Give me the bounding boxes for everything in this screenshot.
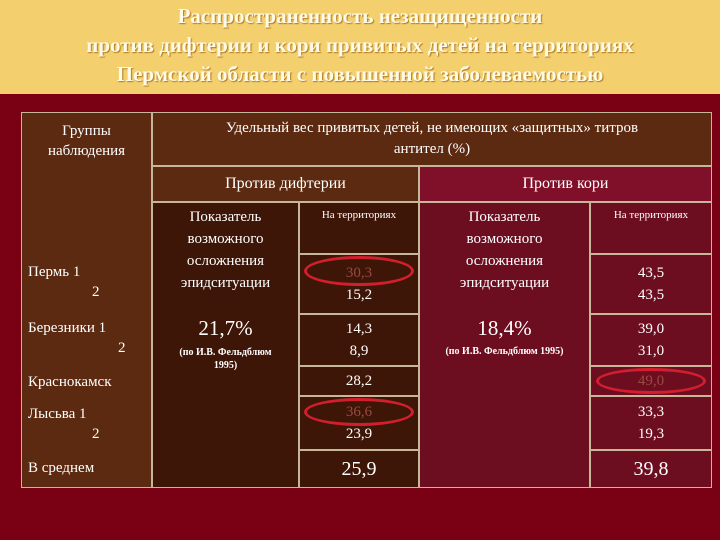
measles-territories-header: На территориях [590,202,712,254]
groups-header-line-2: наблюдения [47,143,126,159]
row-label-perm-line-1: Пермь 1 [28,264,81,280]
diphtheria-indicator-column [152,202,299,488]
share-header-line-2: антител (%) [393,141,471,157]
measles-indicator-value: 18,4% [477,316,532,340]
row-label-average-line-1: В среднем [28,460,95,476]
row-label-krasnokamsk-line-1: Краснокамск [28,374,112,390]
perm-measles-2: 43,5 [637,287,665,303]
slide-title: Распространенность незащищенности против… [0,2,720,89]
diphtheria-header: Против дифтерии [152,166,419,202]
table-row-berezniki-diphtheria: 14,3 8,9 [299,314,419,366]
indicator-line-3: осложнения [186,253,265,269]
measles-indicator-column [419,202,590,488]
indicator-line-4: эпидситуации [180,275,271,291]
berezniki-diphtheria-2: 8,9 [349,343,369,359]
row-label-lysva: Лысьва 1 2 [28,404,148,444]
title-line-1: Распространенность незащищенности [177,4,543,28]
diphtheria-indicator-source: (по И.В. Фельдблюм 1995) [152,346,299,372]
highlight-ellipse-krasnokamsk-measles [596,368,706,394]
lysva-diphtheria-2: 23,9 [345,426,373,442]
measles-indicator-label: Показатель возможного осложнения эпидсит… [419,206,590,294]
diphtheria-territories-label: На территориях [321,209,397,221]
measles-indicator-source: (по И.В. Фельдблюм 1995) [445,346,564,357]
row-label-berezniki: Березники 1 2 [28,318,150,358]
highlight-ellipse-lysva-diphtheria [304,398,414,426]
title-band [0,0,720,94]
perm-measles-1: 43,5 [637,265,665,281]
title-line-2: против дифтерии и кори привитых детей на… [86,33,634,57]
krasnokamsk-diphtheria-1: 28,2 [345,372,373,389]
diphtheria-territories-header: На территориях [299,202,419,254]
share-header-line-1: Удельный вес привитых детей, не имеющих … [225,120,639,136]
table-row-average-measles: 39,8 [590,450,712,488]
share-header: Удельный вес привитых детей, не имеющих … [152,112,712,166]
table-row-average-diphtheria: 25,9 [299,450,419,488]
indicator-line-3: осложнения [465,253,544,269]
diphtheria-header-label: Против дифтерии [225,175,346,192]
groups-header-line-1: Группы [62,123,111,139]
lysva-measles-1: 33,3 [637,404,665,420]
table-row-krasnokamsk-diphtheria: 28,2 [299,366,419,396]
diphtheria-indicator-label: Показатель возможного осложнения эпидсит… [152,206,299,294]
table-row-lysva-measles: 33,3 19,3 [590,396,712,450]
indicator-line-1: Показатель [468,209,541,225]
diphtheria-source-line-2: 1995) [213,360,238,371]
row-label-berezniki-line-2: 2 [118,340,126,356]
row-label-lysva-line-1: Лысьва 1 [28,406,87,422]
indicator-line-2: возможного [187,231,264,247]
measles-header: Против кори [419,166,712,202]
berezniki-measles-2: 31,0 [637,343,665,359]
indicator-line-2: возможного [466,231,543,247]
perm-diphtheria-2: 15,2 [345,287,373,303]
row-label-krasnokamsk: Краснокамск [28,372,152,392]
highlight-ellipse-perm-diphtheria [304,256,414,286]
measles-territories-label: На территориях [613,209,689,221]
row-label-perm: Пермь 1 2 [28,262,148,302]
average-diphtheria: 25,9 [341,457,377,480]
lysva-measles-2: 19,3 [637,426,665,442]
indicator-line-4: эпидситуации [459,275,550,291]
table-row-perm-measles: 43,5 43,5 [590,254,712,314]
measles-header-label: Против кори [522,175,609,192]
row-label-berezniki-line-1: Березники 1 [28,320,107,336]
diphtheria-indicator-value: 21,7% [198,316,253,340]
row-label-perm-line-2: 2 [92,284,100,300]
berezniki-measles-1: 39,0 [637,321,665,337]
average-measles: 39,8 [633,457,669,480]
berezniki-diphtheria-1: 14,3 [345,321,373,337]
diphtheria-source-line-1: (по И.В. Фельдблюм [179,347,272,358]
row-label-lysva-line-2: 2 [92,426,100,442]
groups-column: Группы наблюдения [21,112,152,488]
title-line-3: Пермской области с повышенной заболеваем… [116,62,604,86]
indicator-line-1: Показатель [189,209,262,225]
groups-header: Группы наблюдения [22,121,151,161]
row-label-average: В среднем [28,458,148,478]
table-row-berezniki-measles: 39,0 31,0 [590,314,712,366]
